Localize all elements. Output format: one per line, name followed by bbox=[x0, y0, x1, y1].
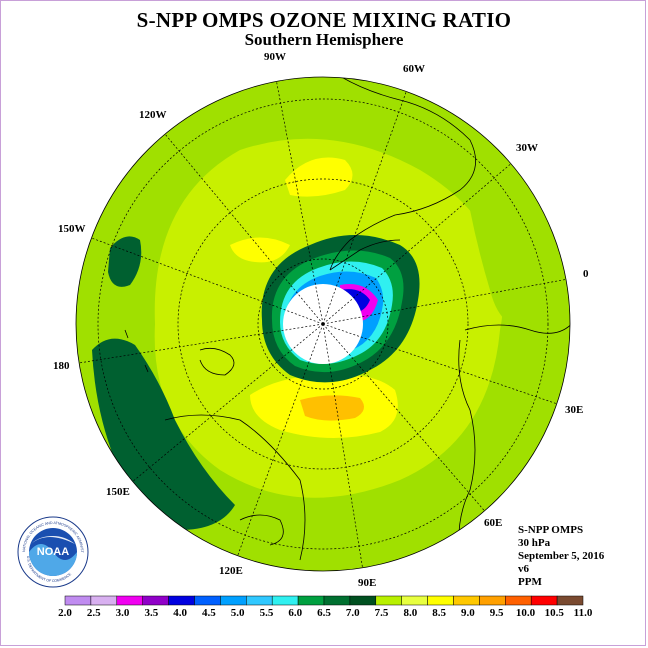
lon-label-30e: 30E bbox=[565, 404, 584, 416]
lon-label-120e: 120E bbox=[219, 565, 243, 577]
colorbar-swatch bbox=[401, 595, 428, 606]
colorbar-tick-label: 8.5 bbox=[432, 607, 446, 619]
field-dark-green-band bbox=[92, 338, 235, 530]
colorbar-tick-label: 9.0 bbox=[461, 607, 475, 619]
colorbar-tick-label: 4.0 bbox=[173, 607, 187, 619]
colorbar-tick-label: 4.5 bbox=[202, 607, 216, 619]
colorbar-swatch bbox=[427, 595, 454, 606]
colorbar-swatch bbox=[168, 595, 195, 606]
lon-label-0: 0 bbox=[583, 268, 589, 280]
map-boundary bbox=[75, 76, 571, 572]
field-dark-green-patch bbox=[108, 236, 142, 287]
field-yellow-patch-left bbox=[230, 237, 290, 263]
colorbar-tick-label: 7.5 bbox=[374, 607, 389, 619]
colorbar-tick-label: 7.0 bbox=[345, 607, 360, 619]
colorbar-swatch bbox=[297, 595, 325, 606]
colorbar-swatch bbox=[453, 595, 480, 606]
colorbar-swatch bbox=[530, 595, 558, 606]
field-light-green-patch bbox=[470, 208, 548, 330]
field-orange-patch bbox=[300, 395, 364, 421]
lon-label-120w: 120W bbox=[139, 109, 167, 121]
colorbar-swatch bbox=[246, 595, 273, 606]
coastlines bbox=[124, 77, 570, 561]
field-yellow-patch-top bbox=[285, 157, 353, 197]
colorbar-swatch bbox=[116, 595, 143, 606]
meridian-line bbox=[91, 237, 324, 325]
meridian-line bbox=[322, 323, 557, 405]
colorbar-tick-label: 10.5 bbox=[544, 607, 564, 619]
colorbar-tick-label: 8.0 bbox=[403, 607, 418, 619]
meridian-line bbox=[322, 323, 363, 568]
lon-label-150e: 150E bbox=[106, 486, 130, 498]
colorbar-swatch bbox=[505, 595, 532, 606]
colorbar-swatch bbox=[349, 595, 377, 606]
lon-label-180: 180 bbox=[53, 360, 70, 372]
colorbar-tick-label: 5.5 bbox=[259, 607, 274, 619]
lon-label-30w: 30W bbox=[516, 142, 538, 154]
meridian-line bbox=[276, 81, 324, 325]
info-block: S-NPP OMPS 30 hPa September 5, 2016 v6 P… bbox=[518, 524, 604, 589]
info-level: 30 hPa bbox=[518, 537, 551, 549]
map-subtitle: Southern Hemisphere bbox=[244, 30, 404, 49]
noaa-logo: NOAA NATIONAL OCEANIC AND ATMOSPHERIC AD… bbox=[17, 516, 89, 588]
meridian-line bbox=[164, 133, 324, 325]
colorbar-tick-label: 6.5 bbox=[317, 607, 331, 619]
lon-label-90w: 90W bbox=[264, 51, 286, 63]
south-pole-marker bbox=[321, 322, 325, 326]
info-units: PPM bbox=[518, 576, 542, 588]
meridian-line bbox=[322, 279, 567, 325]
meridians bbox=[79, 81, 567, 568]
colorbar-tick-label: 11.0 bbox=[573, 607, 593, 619]
colorbar-tick-label: 3.5 bbox=[144, 607, 159, 619]
meridian-line bbox=[132, 323, 324, 482]
colorbar-swatch bbox=[375, 595, 402, 606]
info-instrument: S-NPP OMPS bbox=[518, 524, 584, 536]
colorbar-swatch bbox=[194, 595, 221, 606]
lon-label-90e: 90E bbox=[358, 577, 377, 589]
colorbar-swatch bbox=[271, 595, 299, 606]
lon-label-60e: 60E bbox=[484, 517, 503, 529]
colorbar-swatch bbox=[479, 595, 506, 606]
colorbar-swatch bbox=[64, 595, 92, 606]
colorbar-tick-label: 9.5 bbox=[489, 607, 504, 619]
colorbar-tick-label: 5.0 bbox=[230, 607, 245, 619]
meridian-line bbox=[237, 323, 324, 556]
graticule bbox=[97, 98, 549, 550]
lon-label-150w: 150W bbox=[58, 223, 86, 235]
map-title: S-NPP OMPS OZONE MIXING RATIO bbox=[136, 8, 512, 32]
noaa-logo-text: NOAA bbox=[37, 546, 69, 558]
colorbar-swatch bbox=[220, 595, 247, 606]
meridian-line bbox=[322, 91, 407, 325]
info-version: v6 bbox=[518, 563, 529, 575]
colorbar-tick-label: 3.0 bbox=[115, 607, 130, 619]
colorbar-tick-label: 6.0 bbox=[288, 607, 303, 619]
colorbar-tick-label: 10.0 bbox=[515, 607, 536, 619]
colorbar-swatch bbox=[323, 595, 351, 606]
colorbar-swatch bbox=[90, 595, 118, 606]
meridian-line bbox=[79, 323, 324, 364]
colorbar-swatch bbox=[556, 595, 584, 606]
meridian-line bbox=[322, 323, 485, 512]
info-date: September 5, 2016 bbox=[518, 550, 605, 562]
lon-label-60w: 60W bbox=[403, 63, 425, 75]
colorbar-swatch bbox=[142, 595, 169, 606]
colorbar-tick-label: 2.5 bbox=[86, 607, 101, 619]
colorbar-tick-label: 2.0 bbox=[58, 607, 72, 619]
meridian-line bbox=[322, 163, 512, 325]
